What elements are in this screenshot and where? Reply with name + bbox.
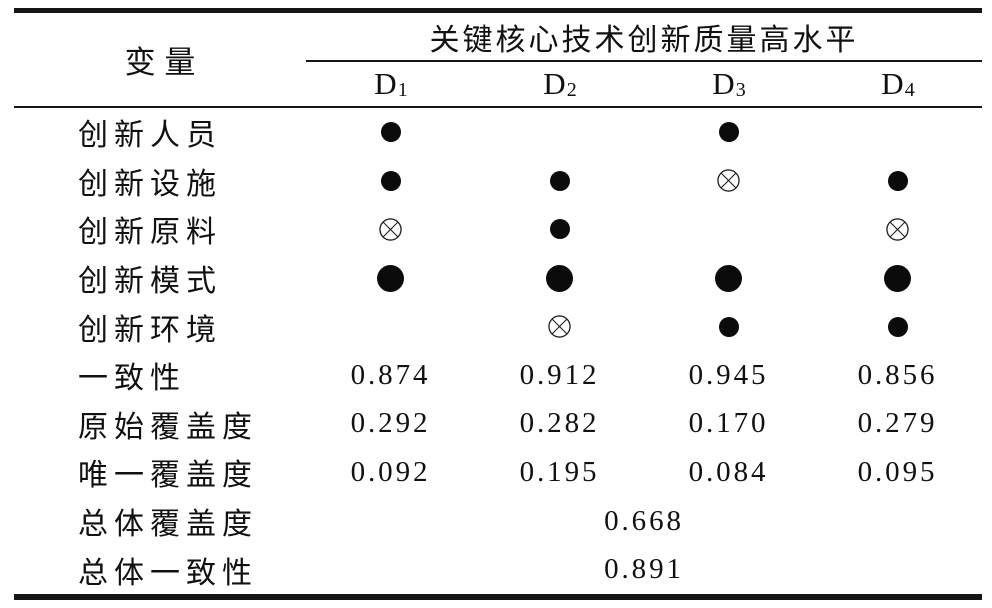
symbol-cell (644, 157, 813, 206)
crossed-circle-icon (717, 169, 740, 193)
spanner-title: 关键核心技术创新质量高水平 (306, 13, 982, 62)
row-cells: 0.092 0.195 0.084 0.095 (306, 448, 982, 497)
row-cells: 0.874 0.912 0.945 0.856 (306, 351, 982, 400)
row-cells (306, 205, 982, 254)
value-cell: 0.292 (350, 407, 431, 440)
span-value-cell: 0.891 (604, 553, 684, 586)
row-label: 创新模式 (78, 265, 222, 299)
table-row-2: 创新原料 (14, 205, 982, 254)
row-cells (306, 254, 982, 303)
row-cells: 0.668 (306, 497, 982, 546)
symbol-cell (813, 205, 982, 254)
filled-circle-icon (887, 316, 908, 337)
symbol-cell (306, 157, 475, 206)
symbol-cell (644, 254, 813, 303)
filled-circle-large-icon (546, 264, 573, 292)
symbol-cell (475, 302, 644, 351)
symbol-cell (813, 157, 982, 206)
row-label: 总体覆盖度 (78, 508, 258, 542)
row-label: 创新人员 (78, 119, 222, 153)
table-bottom-rule (14, 593, 982, 600)
row-label: 原始覆盖度 (78, 410, 258, 444)
filled-circle-icon (549, 219, 570, 240)
symbol-cell (813, 108, 982, 157)
table-row-9: 总体一致性 0.891 (14, 545, 982, 594)
row-label: 创新原料 (78, 216, 222, 250)
filled-circle-large-icon (884, 264, 911, 292)
table-row-3: 创新模式 (14, 254, 982, 303)
value-cell: 0.282 (519, 407, 600, 440)
value-cell: 0.279 (857, 407, 938, 440)
value-cell: 0.084 (688, 455, 769, 488)
row-cells: 0.292 0.282 0.170 0.279 (306, 400, 982, 449)
filled-circle-icon (718, 122, 739, 143)
symbol-cell (306, 108, 475, 157)
table-body: 创新人员 创新设施 创新原料 创新模式 创新环境 一致性 0.874 0.912 0.945 0.… (14, 108, 982, 594)
symbol-cell (475, 254, 644, 303)
row-cells (306, 157, 982, 206)
crossed-circle-icon (379, 218, 402, 241)
span-value-cell: 0.668 (604, 504, 684, 537)
row-label: 创新设施 (78, 167, 222, 201)
filled-circle-icon (887, 170, 908, 191)
value-cell: 0.195 (519, 455, 600, 488)
filled-circle-icon (718, 316, 739, 337)
crossed-circle-icon (886, 218, 909, 241)
value-cell: 0.092 (350, 455, 431, 488)
filled-circle-icon (380, 170, 401, 191)
row-cells (306, 108, 982, 157)
symbol-cell (306, 205, 475, 254)
value-cell: 0.856 (857, 358, 938, 391)
symbol-cell (813, 302, 982, 351)
symbol-cell (475, 108, 644, 157)
table-row-8: 总体覆盖度 0.668 (14, 497, 982, 546)
symbol-cell (475, 157, 644, 206)
value-cell: 0.945 (688, 358, 769, 391)
value-cell: 0.095 (857, 455, 938, 488)
value-cell: 0.912 (519, 358, 600, 391)
variable-column-header: 变量 (124, 45, 205, 80)
table-row-0: 创新人员 (14, 108, 982, 157)
table-row-5: 一致性 0.874 0.912 0.945 0.856 (14, 351, 982, 400)
table-top-rule (14, 8, 982, 13)
row-label: 一致性 (78, 362, 186, 396)
symbol-cell (306, 254, 475, 303)
filled-circle-large-icon (715, 264, 742, 292)
symbol-cell (306, 302, 475, 351)
row-cells: 0.891 (306, 545, 982, 594)
filled-circle-icon (549, 170, 570, 191)
filled-circle-icon (380, 122, 401, 143)
row-cells (306, 302, 982, 351)
symbol-cell (475, 205, 644, 254)
filled-circle-large-icon (377, 264, 404, 292)
table-row-7: 唯一覆盖度 0.092 0.195 0.084 0.095 (14, 448, 982, 497)
symbol-cell (644, 302, 813, 351)
symbol-cell (813, 254, 982, 303)
value-cell: 0.874 (350, 358, 431, 391)
symbol-cell (644, 205, 813, 254)
table-row-1: 创新设施 (14, 157, 982, 206)
table-row-6: 原始覆盖度 0.292 0.282 0.170 0.279 (14, 400, 982, 449)
row-label: 总体一致性 (78, 556, 258, 590)
value-cell: 0.170 (688, 407, 769, 440)
table-row-4: 创新环境 (14, 302, 982, 351)
row-label: 唯一覆盖度 (78, 459, 258, 493)
crossed-circle-icon (548, 315, 571, 338)
symbol-cell (644, 108, 813, 157)
row-label: 创新环境 (78, 313, 222, 347)
